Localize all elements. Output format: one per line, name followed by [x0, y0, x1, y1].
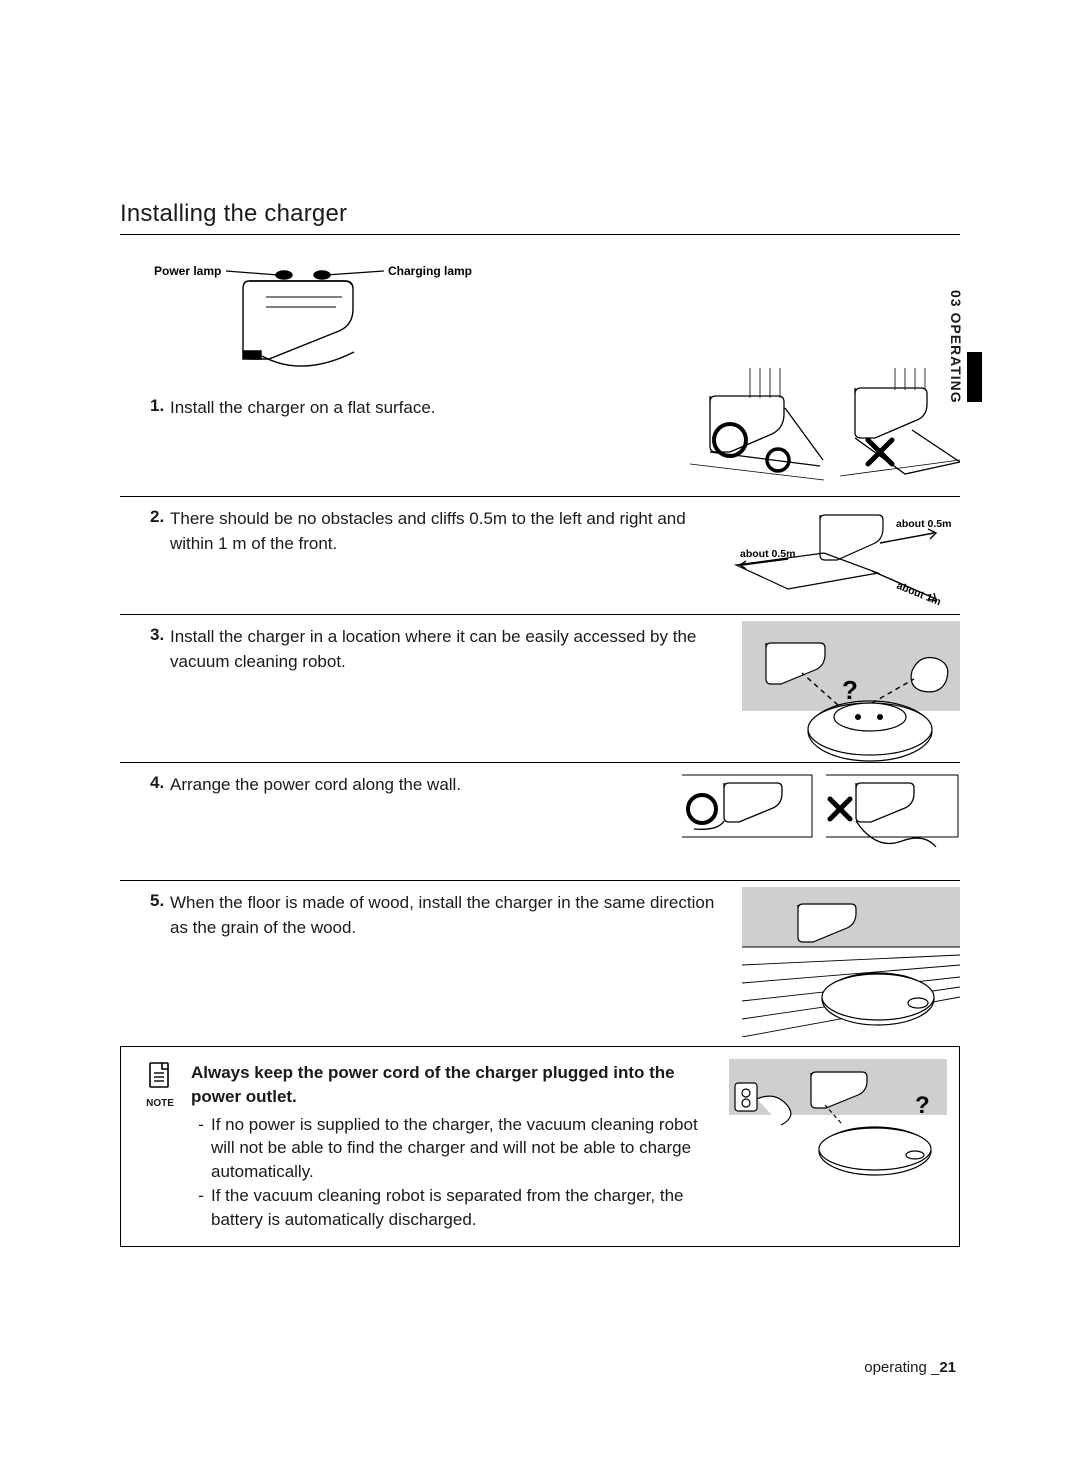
question-mark-icon: ?	[915, 1092, 930, 1119]
question-mark-icon: ?	[842, 675, 858, 705]
note-box: NOTE Always keep the power cord of the c…	[120, 1046, 960, 1247]
note-icon	[146, 1061, 174, 1091]
power-lamp-label: Power lamp	[154, 264, 221, 278]
note-item-text: If no power is supplied to the charger, …	[211, 1113, 715, 1184]
step-number: 2.	[120, 507, 170, 527]
figure-flat-surface	[690, 368, 960, 491]
footer-section: operating _	[864, 1359, 939, 1376]
figure-wood-grain	[742, 887, 960, 1042]
note-item: - If the vacuum cleaning robot is separa…	[191, 1184, 715, 1232]
note-item-text: If the vacuum cleaning robot is separate…	[211, 1184, 715, 1232]
step-number: 5.	[120, 891, 170, 911]
note-title: Always keep the power cord of the charge…	[191, 1061, 715, 1109]
figure-cord-arrange	[680, 769, 960, 868]
note-label: NOTE	[135, 1098, 185, 1109]
figure-accessible: ?	[742, 621, 960, 772]
figure-plugged-in: ?	[729, 1059, 947, 1184]
section-tab-marker	[967, 352, 982, 402]
footer-page: 21	[939, 1359, 956, 1376]
dist-left-label: about 0.5m	[740, 548, 795, 560]
step-number: 1.	[120, 396, 170, 416]
figure-charger-lamps: Power lamp Charging lamp	[154, 253, 960, 378]
dist-right-label: about 0.5m	[896, 518, 951, 530]
steps-list: 1. Install the charger on a flat surface…	[120, 386, 960, 1040]
step-number: 4.	[120, 773, 170, 793]
step-number: 3.	[120, 625, 170, 645]
dist-front-label: about 1m	[895, 580, 943, 609]
page-footer: operating _21	[864, 1359, 956, 1376]
charging-lamp-label: Charging lamp	[388, 264, 472, 278]
section-title: Installing the charger	[120, 200, 960, 235]
note-item: - If no power is supplied to the charger…	[191, 1113, 715, 1184]
figure-clearance: about 0.5m about 0.5m about 1m	[728, 503, 960, 620]
